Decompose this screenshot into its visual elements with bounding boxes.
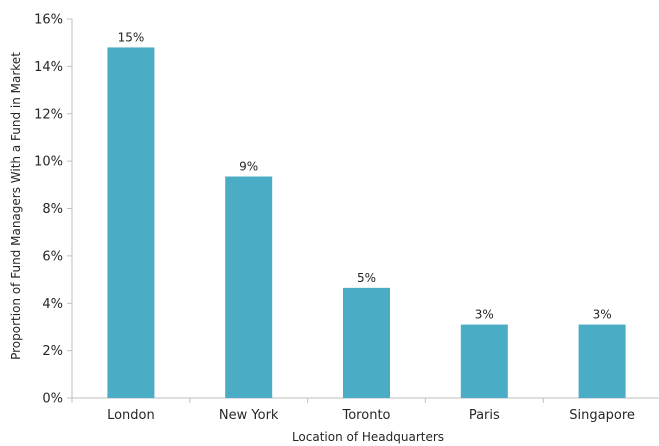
y-tick-label: 8% xyxy=(42,202,63,217)
y-tick-label: 10% xyxy=(34,155,63,170)
y-tick-label: 0% xyxy=(42,392,63,407)
y-tick-label: 2% xyxy=(42,344,63,359)
bar-london xyxy=(107,47,155,399)
bar-singapore xyxy=(578,324,626,398)
data-label: 3% xyxy=(475,308,494,322)
y-axis-title: Proportion of Fund Managers With a Fund … xyxy=(9,52,23,360)
x-category-label: Singapore xyxy=(569,408,635,423)
x-category-label: London xyxy=(107,408,155,423)
labels-layer: 15% London 9% New York 5% Toronto 3% Paris 3% Sin… xyxy=(107,30,635,423)
bar-new-york xyxy=(225,176,273,398)
data-label: 15% xyxy=(118,30,145,44)
data-label: 3% xyxy=(593,308,612,322)
y-tick-label: 14% xyxy=(34,60,63,75)
x-category-label: New York xyxy=(219,408,279,423)
x-category-label: Toronto xyxy=(342,408,391,423)
data-label: 9% xyxy=(239,160,258,174)
x-axis-title: Location of Headquarters xyxy=(292,430,444,444)
x-category-label: Paris xyxy=(469,408,500,423)
bar-paris xyxy=(460,324,508,398)
axes-layer: 0% 2% 4% 6% 8% 10% 12% 14% 16% xyxy=(34,13,659,407)
bar-toronto xyxy=(343,287,390,398)
y-tick-label: 4% xyxy=(42,297,63,312)
bars-layer xyxy=(107,47,626,399)
y-tick-label: 12% xyxy=(34,107,63,122)
data-label: 5% xyxy=(357,271,376,285)
y-tick-label: 16% xyxy=(34,13,63,28)
y-tick-label: 6% xyxy=(42,249,63,264)
